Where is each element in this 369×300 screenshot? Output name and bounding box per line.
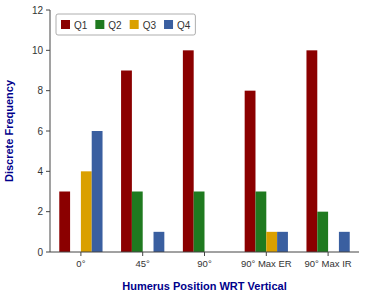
legend-label: Q2 [108, 20, 122, 31]
y-tick-label: 10 [32, 45, 44, 56]
x-tick [80, 252, 81, 256]
x-tick-label: 0° [76, 258, 85, 269]
bar [339, 232, 350, 252]
x-axis-label: Humerus Position WRT Vertical [122, 280, 286, 292]
axes: 0 2 4 6 8 10 12 0° 45° 90° 90° Max ER 90° Max IR [32, 5, 359, 270]
y-tick-label: 0 [37, 247, 43, 258]
legend-label: Q3 [143, 20, 157, 31]
bar [194, 192, 205, 253]
y-tick-label: 12 [32, 5, 44, 16]
legend-swatch [130, 20, 139, 29]
x-tick-label: 45° [136, 258, 151, 269]
y-tick [46, 50, 50, 51]
y-tick-label: 6 [37, 126, 43, 137]
x-tick [328, 252, 329, 256]
bar [317, 212, 328, 252]
y-tick-label: 2 [37, 206, 43, 217]
y-tick [46, 10, 50, 11]
legend-frame [56, 14, 195, 35]
bar [154, 232, 165, 252]
y-tick-label: 4 [37, 166, 43, 177]
x-tick-label: 90° Max IR [305, 258, 352, 269]
bar [255, 192, 266, 253]
legend-label: Q4 [177, 20, 191, 31]
bars [59, 50, 349, 252]
y-tick [46, 211, 50, 212]
bar [121, 71, 132, 253]
chart-container: 0 2 4 6 8 10 12 0° 45° 90° 90° Max ER 90° Max IR Hum… [0, 0, 369, 300]
bar [306, 50, 317, 252]
y-tick [46, 90, 50, 91]
y-tick [46, 252, 50, 253]
bar [59, 192, 70, 253]
y-tick [46, 171, 50, 172]
legend-label: Q1 [74, 20, 88, 31]
x-tick-label: 90° [197, 258, 212, 269]
bar [92, 131, 103, 252]
bar [132, 192, 143, 253]
x-tick [204, 252, 205, 256]
bar [266, 232, 277, 252]
x-tick [142, 252, 143, 256]
y-tick-label: 8 [37, 85, 43, 96]
bar [81, 171, 92, 252]
x-tick-label: 90° Max ER [241, 258, 292, 269]
bar [183, 50, 194, 252]
legend: Q1 Q2 Q3 Q4 [56, 14, 195, 35]
chart: 0 2 4 6 8 10 12 0° 45° 90° 90° Max ER 90° Max IR Hum… [0, 0, 369, 300]
bar [245, 91, 256, 252]
bar [277, 232, 288, 252]
x-tick [266, 252, 267, 256]
legend-swatch [164, 20, 173, 29]
legend-swatch [95, 20, 104, 29]
legend-swatch [61, 20, 70, 29]
y-tick [46, 131, 50, 132]
y-axis-label: Discrete Frequency [3, 79, 15, 182]
